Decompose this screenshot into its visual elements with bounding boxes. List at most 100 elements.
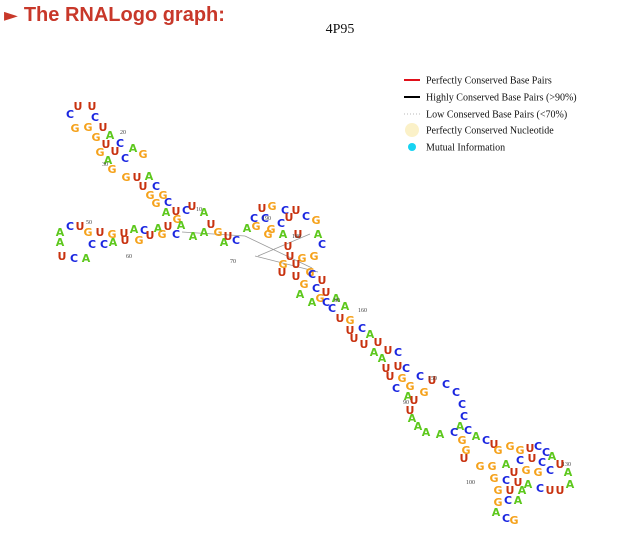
nucleotide: U bbox=[386, 370, 395, 383]
nucleotide: C bbox=[542, 446, 550, 459]
position-number: 100 bbox=[466, 480, 475, 486]
nucleotide: U bbox=[74, 100, 83, 113]
nucleotide: A bbox=[104, 154, 113, 167]
nucleotide: C bbox=[312, 282, 320, 295]
nucleotide: U bbox=[394, 360, 403, 373]
nucleotide: G bbox=[533, 466, 542, 479]
nucleotide: C bbox=[140, 224, 148, 237]
nucleotide: C bbox=[182, 204, 190, 217]
nucleotide: G bbox=[263, 228, 272, 241]
nucleotide: A bbox=[502, 458, 511, 471]
nucleotide: G bbox=[134, 234, 143, 247]
nucleotide: A bbox=[566, 478, 575, 491]
nucleotide: U bbox=[292, 204, 301, 217]
nucleotide: G bbox=[95, 146, 104, 159]
position-number: 180 bbox=[292, 234, 301, 240]
nucleotide: C bbox=[261, 212, 269, 225]
nucleotide: U bbox=[146, 229, 155, 242]
nucleotide: A bbox=[308, 296, 317, 309]
legend-swatch bbox=[405, 123, 419, 137]
legend-swatch bbox=[408, 143, 416, 151]
nucleotide: C bbox=[358, 322, 366, 335]
nucleotide: A bbox=[456, 420, 465, 433]
nucleotide: A bbox=[82, 252, 91, 265]
nucleotide: G bbox=[278, 258, 287, 271]
nucleotide: A bbox=[200, 206, 209, 219]
nucleotide: U bbox=[292, 258, 301, 271]
nucleotide: U bbox=[111, 145, 120, 158]
nucleotide: U bbox=[528, 452, 537, 465]
nucleotide: U bbox=[360, 338, 369, 351]
nucleotide: C bbox=[91, 111, 99, 124]
nucleotide: C bbox=[516, 454, 524, 467]
nucleotide: A bbox=[514, 494, 523, 507]
legend-label: Highly Conserved Base Pairs (>90%) bbox=[426, 93, 577, 104]
nucleotide: C bbox=[232, 234, 240, 247]
nucleotide: G bbox=[251, 220, 260, 233]
nucleotide: C bbox=[502, 512, 510, 525]
nucleotide: U bbox=[286, 250, 295, 263]
nucleotide: A bbox=[189, 230, 198, 243]
page-title: The RNALogo graph: bbox=[23, 3, 225, 26]
nucleotide: A bbox=[518, 484, 527, 497]
nucleotide: G bbox=[70, 122, 79, 135]
nucleotide: A bbox=[404, 390, 413, 403]
nucleotide: U bbox=[139, 180, 148, 193]
nucleotide: C bbox=[536, 482, 544, 495]
nucleotide: G bbox=[309, 250, 318, 263]
nucleotide: U bbox=[294, 228, 303, 241]
nucleotide: C bbox=[458, 398, 466, 411]
nucleotide: C bbox=[450, 426, 458, 439]
nucleotide: A bbox=[56, 236, 65, 249]
nucleotide: G bbox=[157, 228, 166, 241]
nucleotide: G bbox=[91, 131, 100, 144]
nucleotide: A bbox=[296, 288, 305, 301]
nucleotide: A bbox=[314, 228, 323, 241]
nucleotide: U bbox=[546, 484, 555, 497]
nucleotide: U bbox=[490, 438, 499, 451]
nucleotide: C bbox=[164, 196, 172, 209]
nucleotide: U bbox=[292, 270, 301, 283]
nucleotide: C bbox=[66, 108, 74, 121]
nucleotide: A bbox=[129, 142, 138, 155]
nucleotide: U bbox=[207, 218, 216, 231]
backbone-line bbox=[244, 235, 313, 269]
nucleotide: G bbox=[107, 163, 116, 176]
position-number: 150 bbox=[428, 376, 437, 382]
nucleotide: U bbox=[556, 458, 565, 471]
nucleotide: G bbox=[145, 189, 154, 202]
nucleotide: A bbox=[472, 430, 481, 443]
backbone-line bbox=[181, 231, 246, 237]
nucleotide: C bbox=[452, 386, 460, 399]
nucleotide: U bbox=[556, 484, 565, 497]
nucleotide: A bbox=[162, 206, 171, 219]
nucleotide: U bbox=[172, 205, 181, 218]
nucleotide: A bbox=[366, 328, 375, 341]
nucleotide: A bbox=[145, 170, 154, 183]
nucleotide: G bbox=[461, 444, 470, 457]
nucleotide: C bbox=[66, 220, 74, 233]
molecule-name: 4P95 bbox=[325, 22, 355, 37]
nucleotide: G bbox=[266, 223, 275, 236]
position-number: 70 bbox=[230, 259, 236, 265]
nucleotide: A bbox=[564, 466, 573, 479]
nucleotide: U bbox=[278, 266, 287, 279]
position-number: 10 bbox=[196, 207, 202, 213]
nucleotide: C bbox=[152, 180, 160, 193]
nucleotide: A bbox=[130, 223, 139, 236]
nucleotide: G bbox=[419, 386, 428, 399]
position-number: 50 bbox=[86, 220, 92, 226]
nucleotide: U bbox=[506, 484, 515, 497]
nucleotide: C bbox=[538, 456, 546, 469]
nucleotide: G bbox=[493, 484, 502, 497]
nucleotide: C bbox=[392, 382, 400, 395]
nucleotides: U UC CG G UG AU CG U AA C GGG U AU CG GG CA U CU AGU AACAUG… bbox=[56, 100, 575, 527]
nucleotide: U bbox=[510, 466, 519, 479]
triangle-icon: ► bbox=[4, 4, 18, 26]
nucleotide: U bbox=[382, 362, 391, 375]
nucleotide: C bbox=[394, 346, 402, 359]
nucleotide: C bbox=[277, 217, 285, 230]
nucleotide: G bbox=[489, 472, 498, 485]
backbone-line bbox=[254, 255, 319, 273]
nucleotide: A bbox=[408, 412, 417, 425]
